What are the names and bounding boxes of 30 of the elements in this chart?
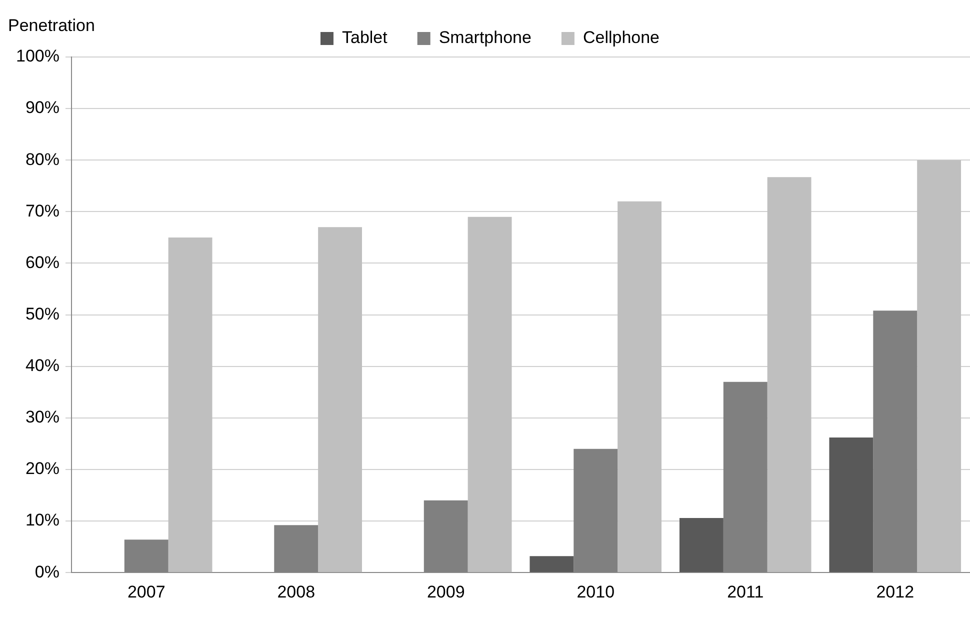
x-tick-label: 2007 [127, 582, 166, 602]
x-tick-label: 2011 [727, 582, 764, 602]
y-tick-label: 90% [25, 98, 60, 118]
bar [468, 216, 512, 572]
x-tick-label: 2012 [876, 582, 914, 602]
y-axis-title: Penetration [8, 16, 95, 36]
bar [618, 201, 662, 572]
bar [318, 227, 362, 572]
legend-label: Tablet [342, 28, 388, 48]
y-tick-label: 10% [25, 510, 60, 530]
bar [679, 518, 724, 572]
bar [168, 237, 212, 572]
y-tick-label: 60% [25, 252, 60, 272]
bar [829, 438, 874, 572]
x-tick-label: 2008 [277, 582, 316, 602]
y-tick-label: 100% [16, 46, 60, 66]
bar [767, 177, 812, 572]
x-tick-label: 2010 [576, 582, 615, 602]
y-tick-label: 30% [25, 408, 60, 427]
legend-label: Cellphone [582, 28, 660, 48]
legend-label: Smartphone [438, 28, 532, 48]
x-tick-label: 2009 [426, 582, 465, 602]
bar [917, 160, 962, 572]
y-tick-label: 40% [25, 356, 60, 376]
y-tick-label: 20% [25, 459, 60, 478]
y-tick-label: 80% [25, 150, 60, 169]
bar [530, 556, 574, 572]
y-tick-label: 50% [25, 304, 60, 324]
y-tick-label: 70% [25, 201, 60, 220]
y-tick-label: 0% [34, 562, 60, 582]
